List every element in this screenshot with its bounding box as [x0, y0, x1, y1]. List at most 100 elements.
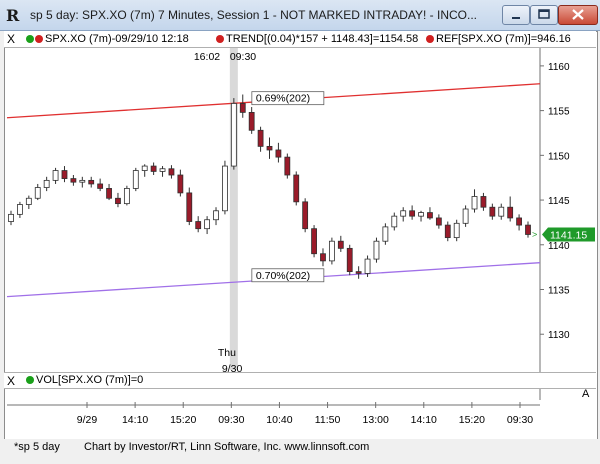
candle [373, 240, 380, 260]
candle [516, 217, 522, 226]
y-tick-label: 1160 [548, 62, 570, 73]
price-legend-bar: X SPX.XO (7m)-09/29/10 12:18 TREND[(0.04… [4, 31, 596, 48]
candle [480, 196, 487, 208]
current-price-marker [542, 227, 595, 242]
green-dot-icon [26, 35, 34, 43]
candle [498, 206, 505, 217]
candle [328, 240, 335, 262]
candle [257, 129, 264, 147]
volume-scale-marker: A [582, 388, 590, 400]
candle [17, 204, 23, 215]
candle [195, 221, 202, 230]
candle [79, 179, 86, 183]
y-tick-label: 1130 [548, 330, 570, 341]
trend-dot-icon [216, 35, 224, 43]
candle [364, 258, 371, 274]
candle [61, 170, 68, 179]
chart-credit: Chart by Investor/RT, Linn Software, Inc… [84, 441, 370, 453]
x-tick-label: 11:50 [315, 414, 341, 426]
candle [284, 156, 291, 176]
candle [320, 253, 326, 262]
x-tick-label: 15:20 [170, 414, 196, 426]
candle [186, 192, 193, 222]
candle [34, 187, 41, 199]
candle [230, 103, 237, 167]
volume-green-dot-icon [26, 376, 34, 384]
maximize-icon [538, 9, 550, 19]
volume-label[interactable]: VOL[SPX.XO (7m)]=0 [26, 374, 143, 386]
candle [471, 196, 478, 210]
channel-upper-label-box [251, 91, 325, 106]
candle [43, 179, 50, 188]
maximize-button[interactable] [530, 5, 558, 25]
y-tick-label: 1145 [548, 196, 570, 207]
candle [293, 174, 300, 203]
window-title: sp 5 day: SPX.XO (7m) 7 Minutes, Session… [30, 8, 478, 22]
candle [177, 174, 184, 194]
candle [266, 145, 273, 151]
candle [248, 112, 255, 131]
cursor-column [229, 48, 238, 370]
candle [525, 224, 531, 235]
x-tick-label: 14:10 [411, 414, 437, 426]
candle [132, 170, 139, 189]
candle [222, 165, 228, 212]
candle [52, 170, 59, 181]
candle [418, 212, 424, 217]
candle [337, 240, 344, 249]
status-bar: *sp 5 day Chart by Investor/RT, Linn Sof… [0, 439, 600, 464]
candle [88, 179, 95, 185]
candle [453, 222, 460, 239]
candle [409, 210, 416, 217]
minimize-button[interactable] [502, 5, 530, 25]
cursor-time-label: 16:02 [194, 51, 220, 63]
candle [150, 165, 157, 172]
pane-close-button[interactable]: X [7, 32, 16, 46]
candle [462, 208, 469, 224]
candle [141, 165, 148, 171]
candle [275, 149, 282, 158]
x-tick-label: 09:30 [218, 414, 244, 426]
close-icon [572, 9, 584, 20]
candle [400, 210, 407, 217]
price-chart[interactable]: 1160 1155 1150 1145 1140 1135 1130 0.69%(202) 0.… [5, 48, 595, 438]
x-tick-label: 9/29 [77, 414, 98, 426]
x-tick-label: 14:10 [122, 414, 148, 426]
candle [507, 206, 514, 219]
channel-lower-label: 0.70%(202) [256, 270, 310, 282]
legend-ref[interactable]: REF[SPX.XO (7m)]=946.16 [426, 33, 571, 45]
current-price-arrow-icon: > [532, 229, 537, 239]
x-tick-label: 09:30 [507, 414, 533, 426]
volume-pane-close-button[interactable]: X [7, 374, 16, 388]
legend-trend[interactable]: TREND[(0.04)*157 + 1148.43]=1154.58 [216, 33, 418, 45]
candle [427, 212, 433, 219]
candle [123, 188, 130, 205]
candle [355, 271, 362, 274]
red-dot-icon [35, 35, 43, 43]
ref-dot-icon [426, 35, 434, 43]
candle [159, 168, 166, 172]
candle [25, 197, 32, 205]
title-bar: R sp 5 day: SPX.XO (7m) 7 Minutes, Sessi… [0, 0, 600, 31]
x-tick-label: 10:40 [266, 414, 292, 426]
candle [204, 219, 211, 230]
cursor-time2-label: 09:30 [230, 51, 256, 63]
candle [168, 168, 175, 176]
candle [97, 183, 104, 189]
candle [311, 228, 317, 255]
candle [213, 210, 219, 221]
candle [346, 247, 353, 273]
candle [382, 226, 389, 242]
app-logo-icon: R [6, 6, 20, 25]
x-tick-label: 13:00 [363, 414, 389, 426]
candle [106, 188, 112, 199]
legend-symbol[interactable]: SPX.XO (7m)-09/29/10 12:18 [26, 33, 189, 45]
current-price-label: 1141.15 [550, 229, 587, 241]
tab-sp-5-day[interactable]: *sp 5 day [14, 441, 60, 453]
candle [391, 215, 398, 228]
volume-legend-bar: X VOL[SPX.XO (7m)]=0 A [4, 372, 596, 400]
y-tick-label: 1135 [548, 286, 570, 297]
cursor-day-label: Thu [218, 347, 236, 359]
candle [8, 213, 14, 222]
close-window-button[interactable] [558, 5, 598, 25]
